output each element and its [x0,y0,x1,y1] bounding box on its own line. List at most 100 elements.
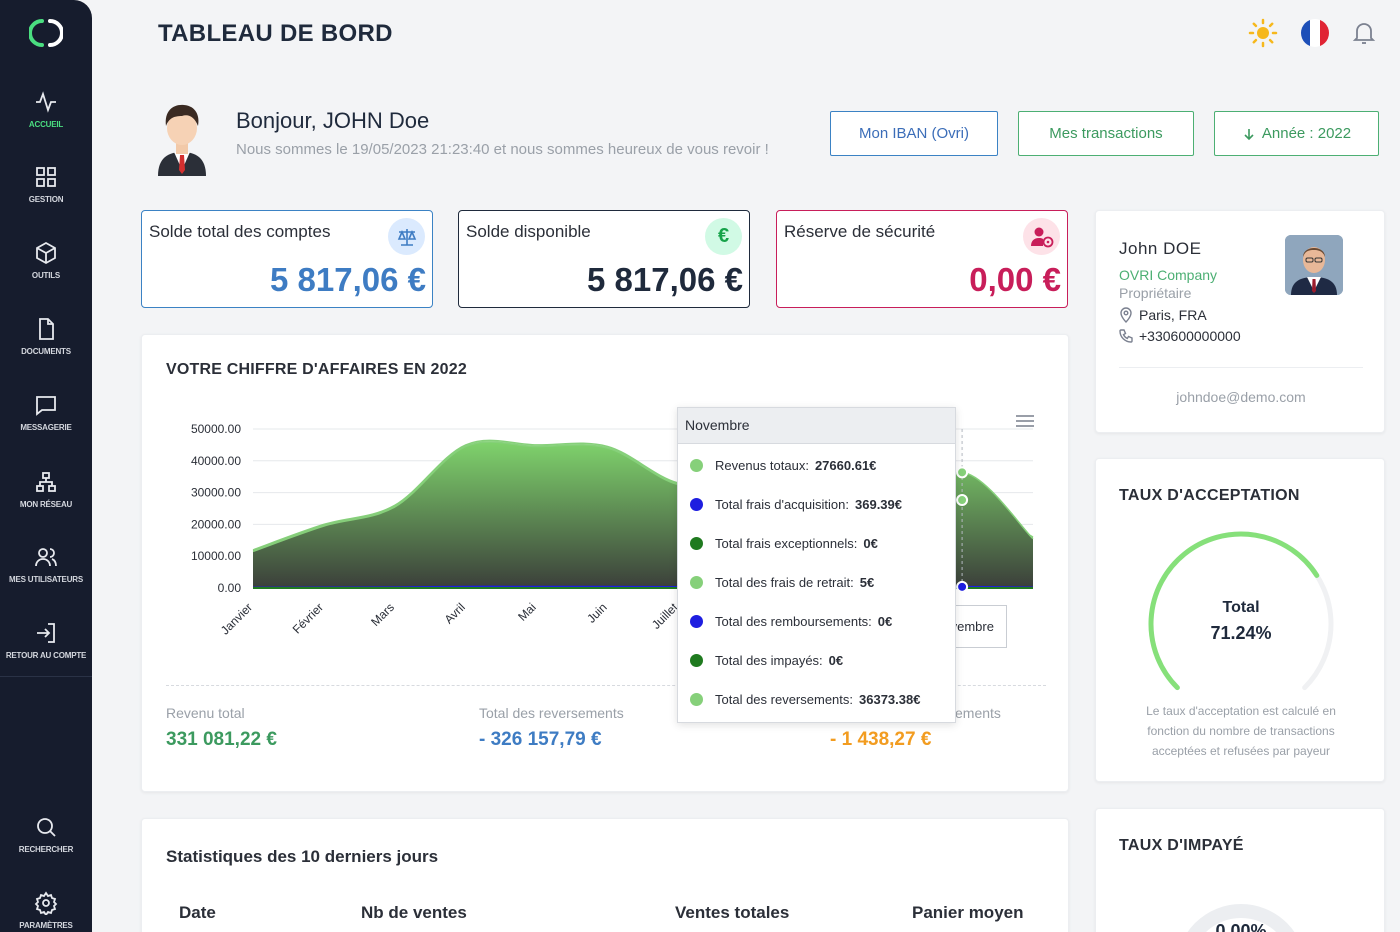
column-header-total-sales: Ventes totales [675,903,790,922]
sidebar-item-mon-reseau[interactable]: MON RÉSEAU [0,470,92,509]
users-icon [35,548,57,567]
profile-photo [1285,235,1343,295]
profile-location: Paris, FRA [1119,307,1207,323]
logo-icon[interactable] [29,16,63,50]
sidebar-item-label: OUTILS [31,271,61,280]
x-tick-label: Janvier [218,600,255,637]
flag-fr-icon[interactable] [1300,18,1330,53]
sun-icon[interactable] [1248,18,1278,53]
profile-phone-row: +330600000000 [1119,328,1241,344]
chart-tooltip: Novembre Revenus totaux: 27660.61€ Total … [677,407,956,723]
stats-panel-title: Statistiques des 10 derniers jours [166,847,439,866]
stat-total-remboursements: ements - 1 438,27 € [830,705,1001,751]
chart-menu-icon[interactable] [1015,413,1035,434]
available-balance-card: Solde disponible € 5 817,06 € [458,210,750,308]
tooltip-row: Total des frais de retrait: 5€ [690,575,874,590]
tooltip-label: Total des reversements: [715,692,854,707]
sidebar-item-label: RECHERCHER [18,845,74,854]
iban-button[interactable]: Mon IBAN (Ovri) [830,111,998,156]
stats-panel: Statistiques des 10 derniers jours Date … [141,818,1069,932]
tooltip-value: 5€ [859,575,875,590]
top-toolbar [1248,18,1376,53]
sidebar-item-outils[interactable]: OUTILS [0,241,92,280]
message-icon [36,396,56,416]
tooltip-label: Total des impayés: [715,653,823,668]
column-header-average-basket: Panier moyen [912,903,1024,922]
total-balance-value: 5 817,06 € [270,261,426,298]
document-icon [39,318,54,340]
tooltip-value: 0€ [863,536,878,551]
transactions-button[interactable]: Mes transactions [1018,111,1194,156]
sidebar-item-retour-au-compte[interactable]: RETOUR AU COMPTE [0,621,92,660]
series-dot-icon [690,654,703,667]
tooltip-row: Revenus totaux: 27660.61€ [690,458,876,473]
profile-role: Propriétaire [1119,285,1192,301]
sidebar-item-parametres[interactable]: PARAMÈTRES [0,891,92,930]
profile-company[interactable]: OVRI Company [1119,267,1218,283]
sidebar-item-messagerie[interactable]: MESSAGERIE [0,393,92,432]
series-dot-icon [690,459,703,472]
acceptance-gauge [1148,531,1334,691]
sidebar-item-accueil[interactable]: ACCUEIL [0,90,92,129]
chart-x-hover-label: Novembre [955,605,1007,648]
page-title: TABLEAU DE BORD [158,20,393,47]
tooltip-value: 27660.61€ [814,458,877,473]
bell-icon[interactable] [1352,20,1376,51]
x-tick-label: Mars [368,600,397,629]
settings-icon [34,891,58,915]
greeting-subtitle: Nous sommes le 19/05/2023 21:23:40 et no… [236,141,769,158]
stats-divider [166,685,1046,686]
box-icon [36,241,56,265]
sidebar-item-documents[interactable]: DOCUMENTS [0,317,92,356]
year-select-button[interactable]: Année : 2022 [1214,111,1379,156]
y-tick-label: 50000.00 [191,422,241,436]
profile-card: John DOE OVRI Company Propriétaire Paris… [1095,210,1385,433]
sidebar-divider [0,676,92,677]
x-tick-label: Février [290,600,326,636]
sidebar-item-gestion[interactable]: GESTION [0,165,92,204]
x-hover-text: Novembre [956,619,994,634]
tooltip-row: Total des reversements: 36373.38€ [690,692,920,707]
profile-email[interactable]: johndoe@demo.com [1176,389,1306,405]
stat-label: Revenu total [166,705,245,721]
sidebar-item-label: GESTION [28,195,64,204]
arrow-down-icon [1244,128,1254,140]
stat-value: - 1 438,27 € [830,729,932,750]
scale-icon [388,218,425,255]
tooltip-label: Total frais exceptionnels: [715,536,858,551]
phone-icon [1119,329,1133,343]
euro-icon: € [705,218,742,255]
stat-label: Total des reversements [479,705,624,721]
tooltip-value: 0€ [828,653,844,668]
login-icon [37,623,55,643]
sidebar-item-mes-utilisateurs[interactable]: MES UTILISATEURS [0,545,92,584]
tooltip-row: Total frais exceptionnels: 0€ [690,536,878,551]
tooltip-label: Total frais d'acquisition: [715,497,849,512]
sidebar-item-label: MON RÉSEAU [19,500,73,509]
gauge-value-arc [1148,531,1320,691]
series-dot-icon [690,576,703,589]
grid-icon [36,167,56,187]
x-tick-label: Avril [442,600,468,626]
greeting-title: Bonjour, JOHN Doe [236,108,430,133]
sidebar-item-rechercher[interactable]: RECHERCHER [0,815,92,854]
total-balance-card: Solde total des comptes 5 817,06 € [141,210,433,308]
gauge-title: Total [1222,599,1260,616]
y-tick-label: 30000.00 [191,486,241,500]
series-dot-icon [690,537,703,550]
stat-total-revenue: Revenu total 331 081,22 € [166,705,277,751]
user-avatar [158,104,206,176]
sidebar-item-label: ACCUEIL [28,120,64,129]
sidebar-item-label: MESSAGERIE [20,423,72,432]
hover-point [956,580,969,593]
search-icon [37,818,56,837]
security-reserve-value: 0,00 € [969,261,1061,298]
security-reserve-card: Réserve de sécurité 0,00 € [776,210,1068,308]
y-tick-label: 20000.00 [191,517,241,531]
profile-divider [1119,367,1363,368]
tooltip-value: 369.39€ [855,497,902,512]
column-header-date: Date [179,903,216,922]
sidebar-item-label: DOCUMENTS [21,347,71,356]
tooltip-row: Total frais d'acquisition: 369.39€ [690,497,902,512]
unpaid-gauge-value: 0.00% [1215,921,1267,932]
